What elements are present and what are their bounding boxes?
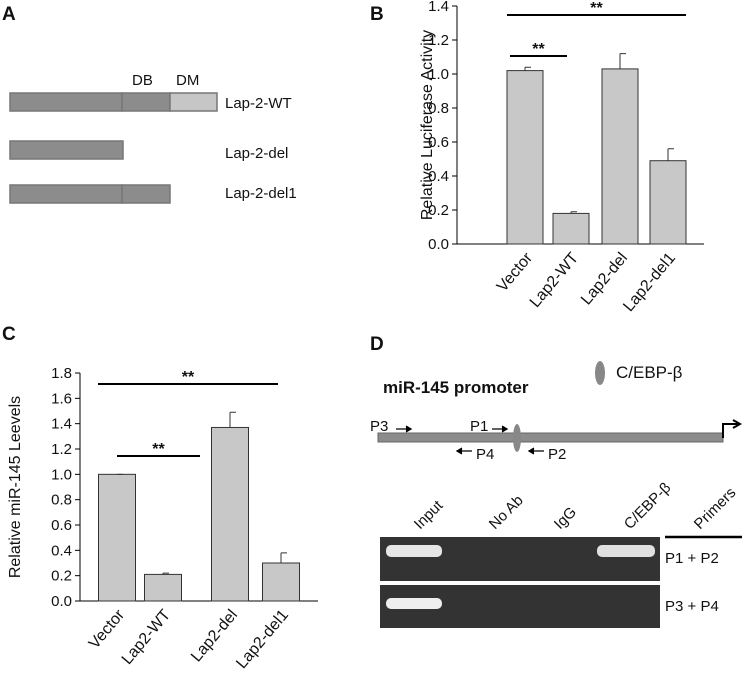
error-bar — [280, 552, 287, 563]
primer-label: P2 — [548, 446, 566, 463]
bar — [98, 473, 136, 602]
error-bar — [162, 572, 169, 575]
panel-label: D — [370, 334, 384, 355]
construct-label: Lap-2-WT — [225, 95, 292, 112]
row-label: P3 + P4 — [665, 598, 719, 615]
factor-label: C/EBP-β — [616, 363, 683, 382]
bar — [601, 68, 639, 245]
construct-label: Lap-2-del1 — [225, 185, 297, 202]
primer-label: P4 — [476, 446, 494, 463]
panel-label: B — [370, 4, 384, 25]
y-tick-label: 1.4 — [428, 0, 449, 15]
significance-mark: ** — [182, 369, 195, 386]
x-tick-label: Lap2-WT — [119, 606, 174, 668]
y-tick-label: 1.0 — [428, 66, 449, 83]
y-axis-label: Relative miR-145 Leevels — [7, 396, 24, 578]
y-tick-label: 0.6 — [428, 134, 449, 151]
lane-label: No Ab — [486, 492, 527, 533]
primers-header: Primers — [691, 484, 740, 533]
lane-label: Input — [411, 497, 447, 533]
error-bar — [667, 148, 674, 161]
tss-arrow — [722, 419, 743, 438]
significance-mark: ** — [152, 441, 165, 458]
y-tick-label: 0.8 — [51, 492, 72, 509]
y-tick-label: 1.8 — [51, 365, 72, 382]
y-tick-label: 0.8 — [428, 100, 449, 117]
factor-icon — [595, 361, 605, 385]
y-tick-label: 0.6 — [51, 517, 72, 534]
y-tick-label: 0.2 — [51, 568, 72, 585]
gel-band — [597, 545, 655, 557]
gel-row — [380, 537, 660, 581]
domain-label: DM — [176, 72, 199, 89]
primer-label: P3 — [370, 418, 388, 435]
error-bar — [229, 411, 236, 428]
promoter-title: miR-145 promoter — [383, 378, 529, 397]
row-label: P1 + P2 — [665, 550, 719, 567]
gel-band — [386, 598, 442, 609]
binding-site — [513, 424, 521, 452]
x-tick-label: Lap2-del1 — [233, 607, 292, 673]
y-tick-label: 0.0 — [51, 593, 72, 610]
promoter-bar — [377, 432, 724, 443]
bar — [262, 562, 300, 602]
x-tick-label: Lap2-del — [188, 607, 241, 666]
significance-mark: ** — [590, 0, 603, 17]
primer-label: P1 — [470, 418, 488, 435]
bar — [144, 573, 182, 602]
y-tick-label: 0.0 — [428, 236, 449, 253]
y-tick-label: 1.6 — [51, 390, 72, 407]
y-tick-label: 1.2 — [51, 441, 72, 458]
bar — [552, 212, 590, 245]
bar — [506, 70, 544, 245]
construct-label: Lap-2-del — [225, 145, 288, 162]
gel-band — [386, 545, 442, 557]
significance-mark: ** — [532, 41, 545, 58]
panel-a — [9, 92, 218, 204]
primer-arrows — [396, 425, 544, 455]
y-tick-label: 0.2 — [428, 202, 449, 219]
domain-label: DB — [132, 72, 153, 89]
x-tick-label: Lap2-WT — [527, 249, 582, 311]
error-bar — [619, 53, 626, 69]
panel-label: A — [2, 4, 16, 25]
y-tick-label: 1.2 — [428, 32, 449, 49]
lane-label: IgG — [551, 504, 580, 533]
y-tick-label: 1.4 — [51, 416, 72, 433]
y-tick-label: 0.4 — [51, 542, 72, 559]
y-axis-label: Relative Luciferase Activity — [419, 30, 436, 220]
bar — [211, 426, 249, 602]
error-bar — [524, 66, 531, 71]
x-tick-label: Vector — [494, 249, 537, 295]
error-bar — [570, 211, 577, 214]
lane-label: C/EBP-β — [621, 479, 675, 533]
y-tick-label: 0.4 — [428, 168, 449, 185]
y-tick-label: 1.0 — [51, 466, 72, 483]
panel-label: C — [2, 324, 16, 345]
bar — [649, 160, 687, 245]
x-tick-label: Vector — [86, 606, 129, 652]
